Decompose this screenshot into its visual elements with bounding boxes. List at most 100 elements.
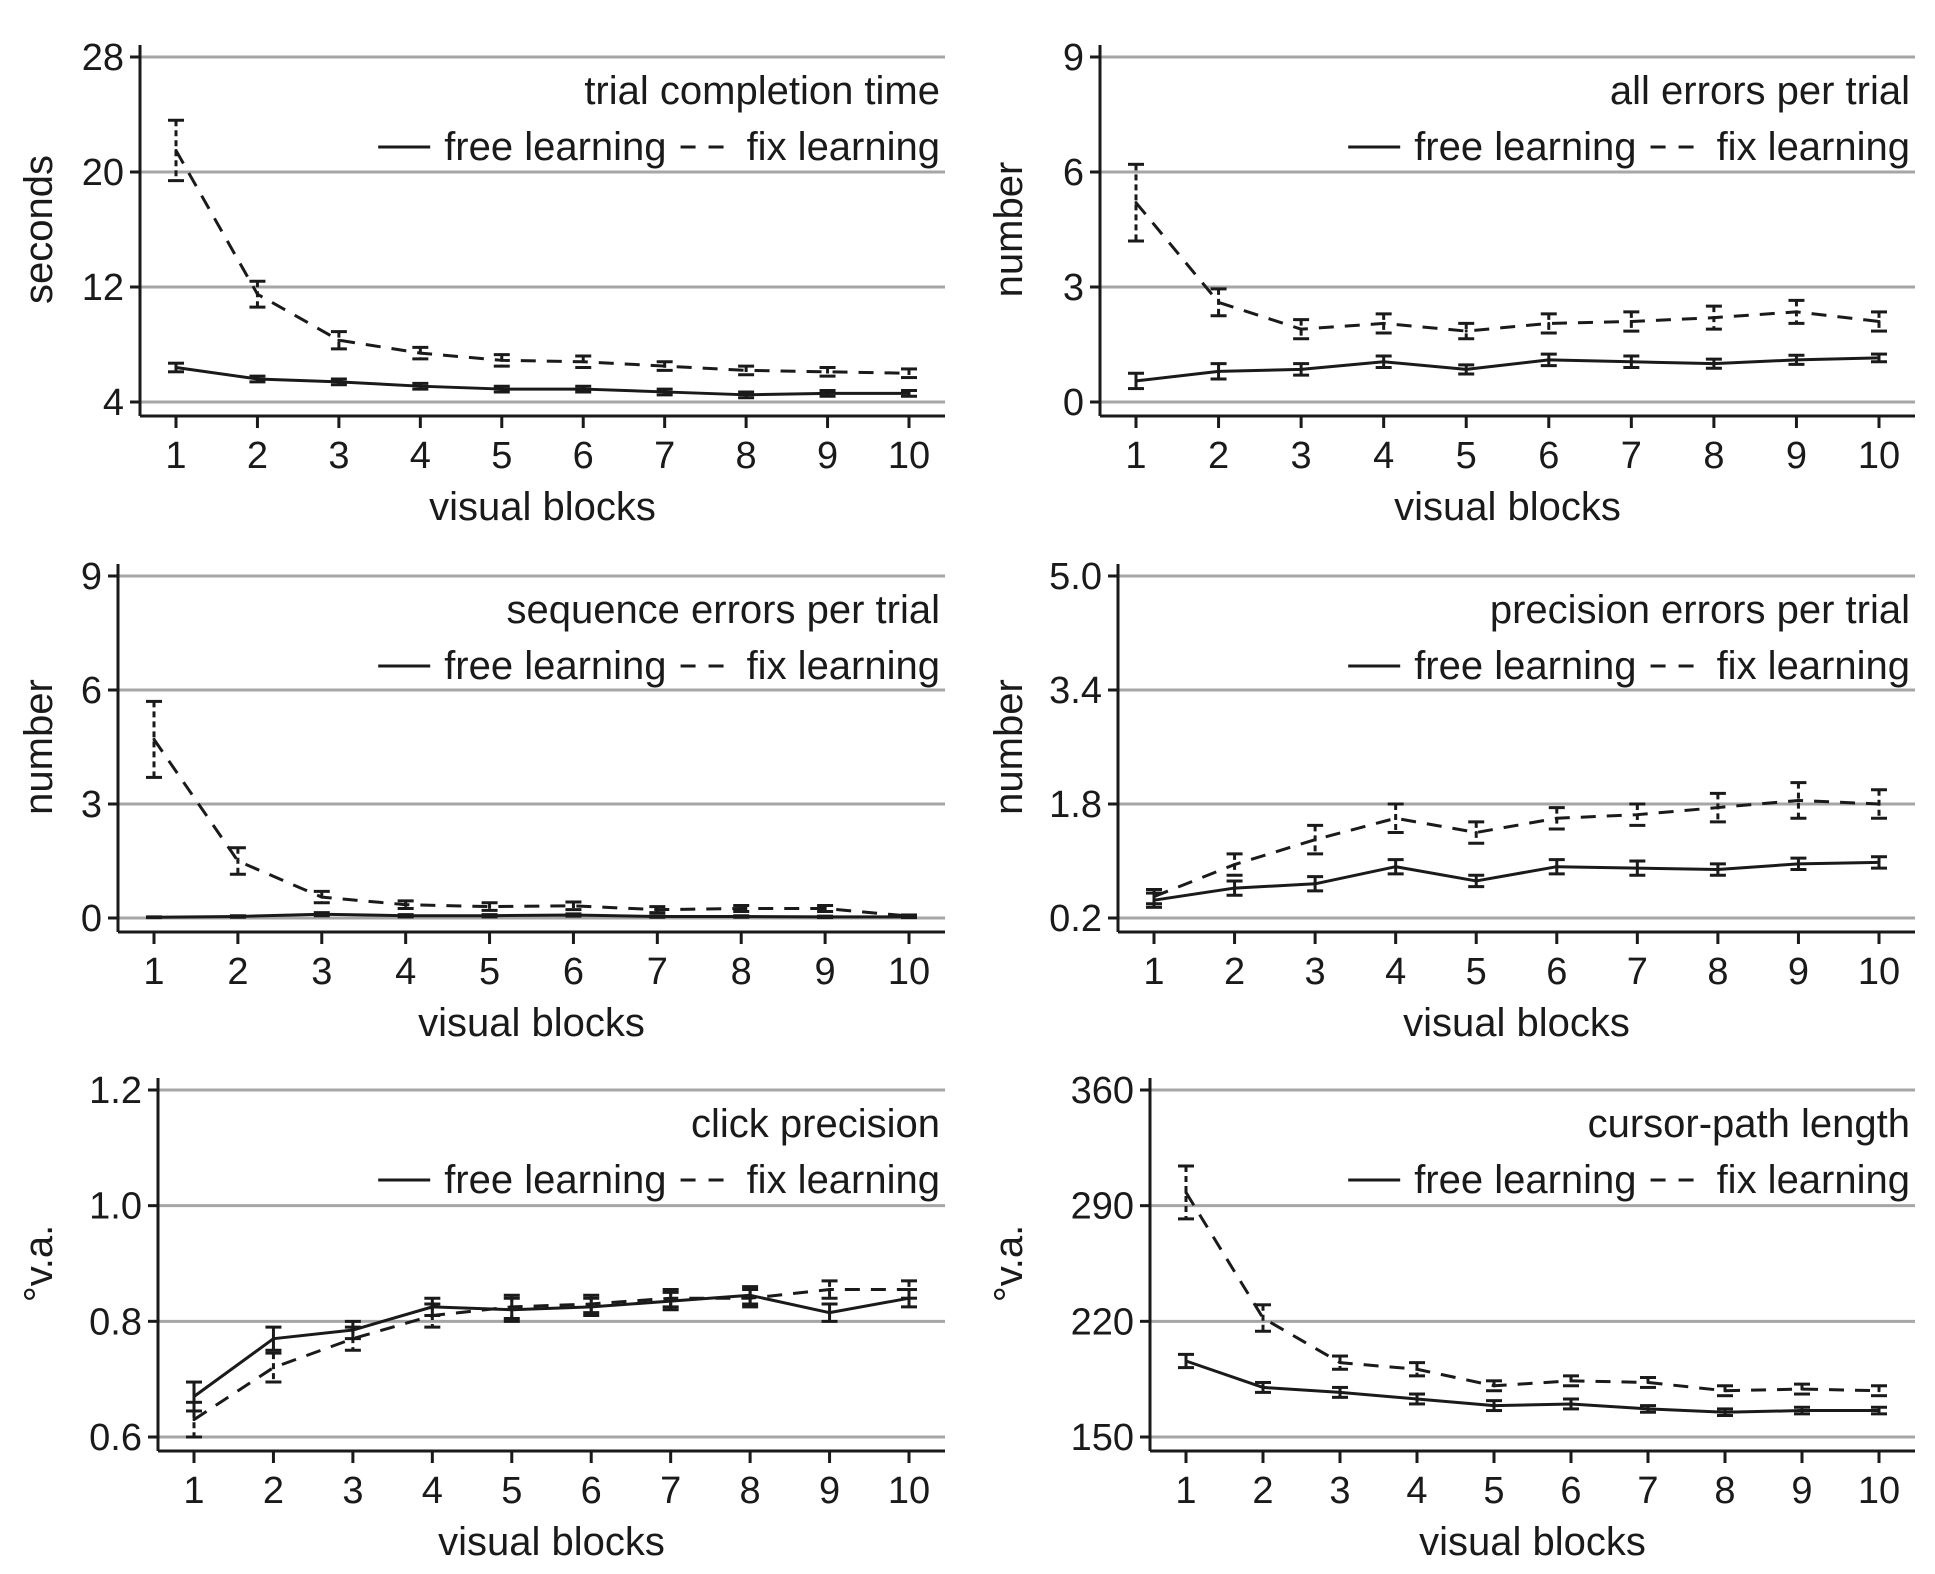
x-tick-label: 1 [1125,435,1146,477]
y-tick-label: 0 [1063,382,1084,424]
data-point-fix-learning [510,1305,514,1309]
x-tick-label: 10 [1858,1470,1900,1512]
data-point-fix-learning [1629,320,1633,323]
data-point-fix-learning [430,1314,434,1318]
chart-title: all errors per trial [1610,69,1910,113]
series-line-free-learning [1135,356,1880,383]
data-point-free-learning [174,366,178,369]
error-bar-fix-learning [1790,781,1807,820]
data-point-free-learning [826,391,830,395]
series-line-fix-learning [152,738,910,918]
error-bar-fix-learning [1293,318,1310,341]
error-bar-fix-learning [186,1400,202,1439]
y-tick-label: 0.8 [89,1301,142,1343]
data-point-free-learning [1794,358,1798,362]
data-point-fix-learning [174,148,178,152]
data-point-fix-learning [404,903,408,907]
data-point-free-learning [744,393,748,397]
data-point-fix-learning [1492,1384,1496,1388]
x-tick-label: 3 [1329,1470,1350,1512]
data-point-fix-learning [418,351,422,355]
data-point-free-learning [581,387,585,391]
x-tick-label: 4 [410,435,431,477]
data-point-fix-learning [1464,329,1468,333]
data-point-free-learning [488,914,492,918]
y-tick-label: 3 [1063,267,1084,309]
y-tick-label: 20 [82,152,124,194]
x-axis-title: visual blocks [418,1001,645,1045]
data-point-fix-learning [1184,1190,1188,1194]
chart-title: precision errors per trial [1490,588,1910,632]
data-point-free-learning [739,914,743,918]
x-tick-label: 8 [1714,1470,1735,1512]
x-tick-label: 8 [731,951,752,993]
x-tick-label: 6 [1546,951,1567,993]
series-line-fix-learning [193,1288,909,1421]
data-point-free-learning [1492,1404,1496,1408]
error-bar-fix-learning [1871,310,1887,333]
panel-precision-errors-per-trial: 0.2 1.8 3.4 5.0 1 2 3 4 5 6 7 8 9 10 visual blocks numb… [987,556,1915,1045]
series-line-fix-learning [1153,798,1880,899]
data-point-fix-learning [823,907,827,910]
data-point-free-learning [1261,1385,1265,1389]
x-tick-label: 3 [342,1470,363,1512]
data-point-free-learning [828,1311,832,1315]
data-point-fix-learning [655,908,659,912]
data-point-free-learning [1723,1410,1727,1414]
data-point-fix-learning [1382,321,1386,325]
x-tick-label: 2 [263,1470,284,1512]
y-tick-label: 28 [82,37,124,79]
data-point-free-learning [1299,367,1303,371]
y-tick-label: 0 [81,898,102,940]
x-tick-label: 4 [1406,1470,1427,1512]
panel-click-precision: 0.6 0.8 1.0 1.2 1 2 3 4 5 6 7 8 9 10 visual blocks °v.a… [17,1070,945,1564]
x-tick-label: 2 [1252,1470,1273,1512]
error-bar-fix-learning [1540,312,1557,335]
data-point-free-learning [271,1337,275,1341]
y-tick-label: 1.8 [1049,784,1102,826]
data-point-fix-learning [739,907,743,910]
y-axis-title: number [987,679,1031,815]
data-point-free-learning [1338,1390,1342,1394]
y-tick-label: 0.6 [89,1417,142,1459]
data-point-free-learning [1646,1407,1650,1411]
data-point-free-learning [823,915,827,919]
data-point-free-learning [1796,862,1800,866]
x-tick-label: 6 [573,435,594,477]
data-point-fix-learning [581,360,585,364]
x-tick-label: 1 [183,1470,204,1512]
data-point-fix-learning [320,895,324,899]
x-tick-label: 6 [1538,435,1559,477]
x-tick-label: 10 [888,1470,930,1512]
x-tick-label: 3 [328,435,349,477]
data-point-free-learning [1134,379,1138,383]
data-point-free-learning [192,1395,196,1399]
data-point-free-learning [1569,1402,1573,1406]
data-point-fix-learning [255,292,259,296]
error-bar-fix-learning [1128,162,1144,243]
y-tick-label: 0.2 [1049,898,1102,940]
legend-label-fix-learning: fix learning [1717,644,1910,688]
data-point-free-learning [1382,360,1386,364]
x-tick-label: 2 [247,435,268,477]
x-axis-title: visual blocks [1419,1520,1646,1564]
y-axis-title: °v.a. [17,1225,61,1303]
legend-label-fix-learning: fix learning [747,644,940,688]
data-point-free-learning [907,391,911,395]
series-line-fix-learning [174,149,910,375]
data-point-fix-learning [1723,1389,1727,1393]
data-point-free-learning [1629,360,1633,364]
data-point-free-learning [1555,865,1559,869]
x-tick-label: 9 [817,435,838,477]
data-point-fix-learning [1555,816,1559,820]
data-point-fix-learning [1217,300,1221,304]
data-point-free-learning [1394,865,1398,869]
data-point-free-learning [1635,866,1639,870]
data-point-fix-learning [1877,1389,1881,1393]
x-axis-title: visual blocks [1403,1001,1630,1045]
x-tick-label: 10 [888,951,930,993]
data-point-free-learning [337,380,341,384]
x-tick-label: 7 [1637,1470,1658,1512]
